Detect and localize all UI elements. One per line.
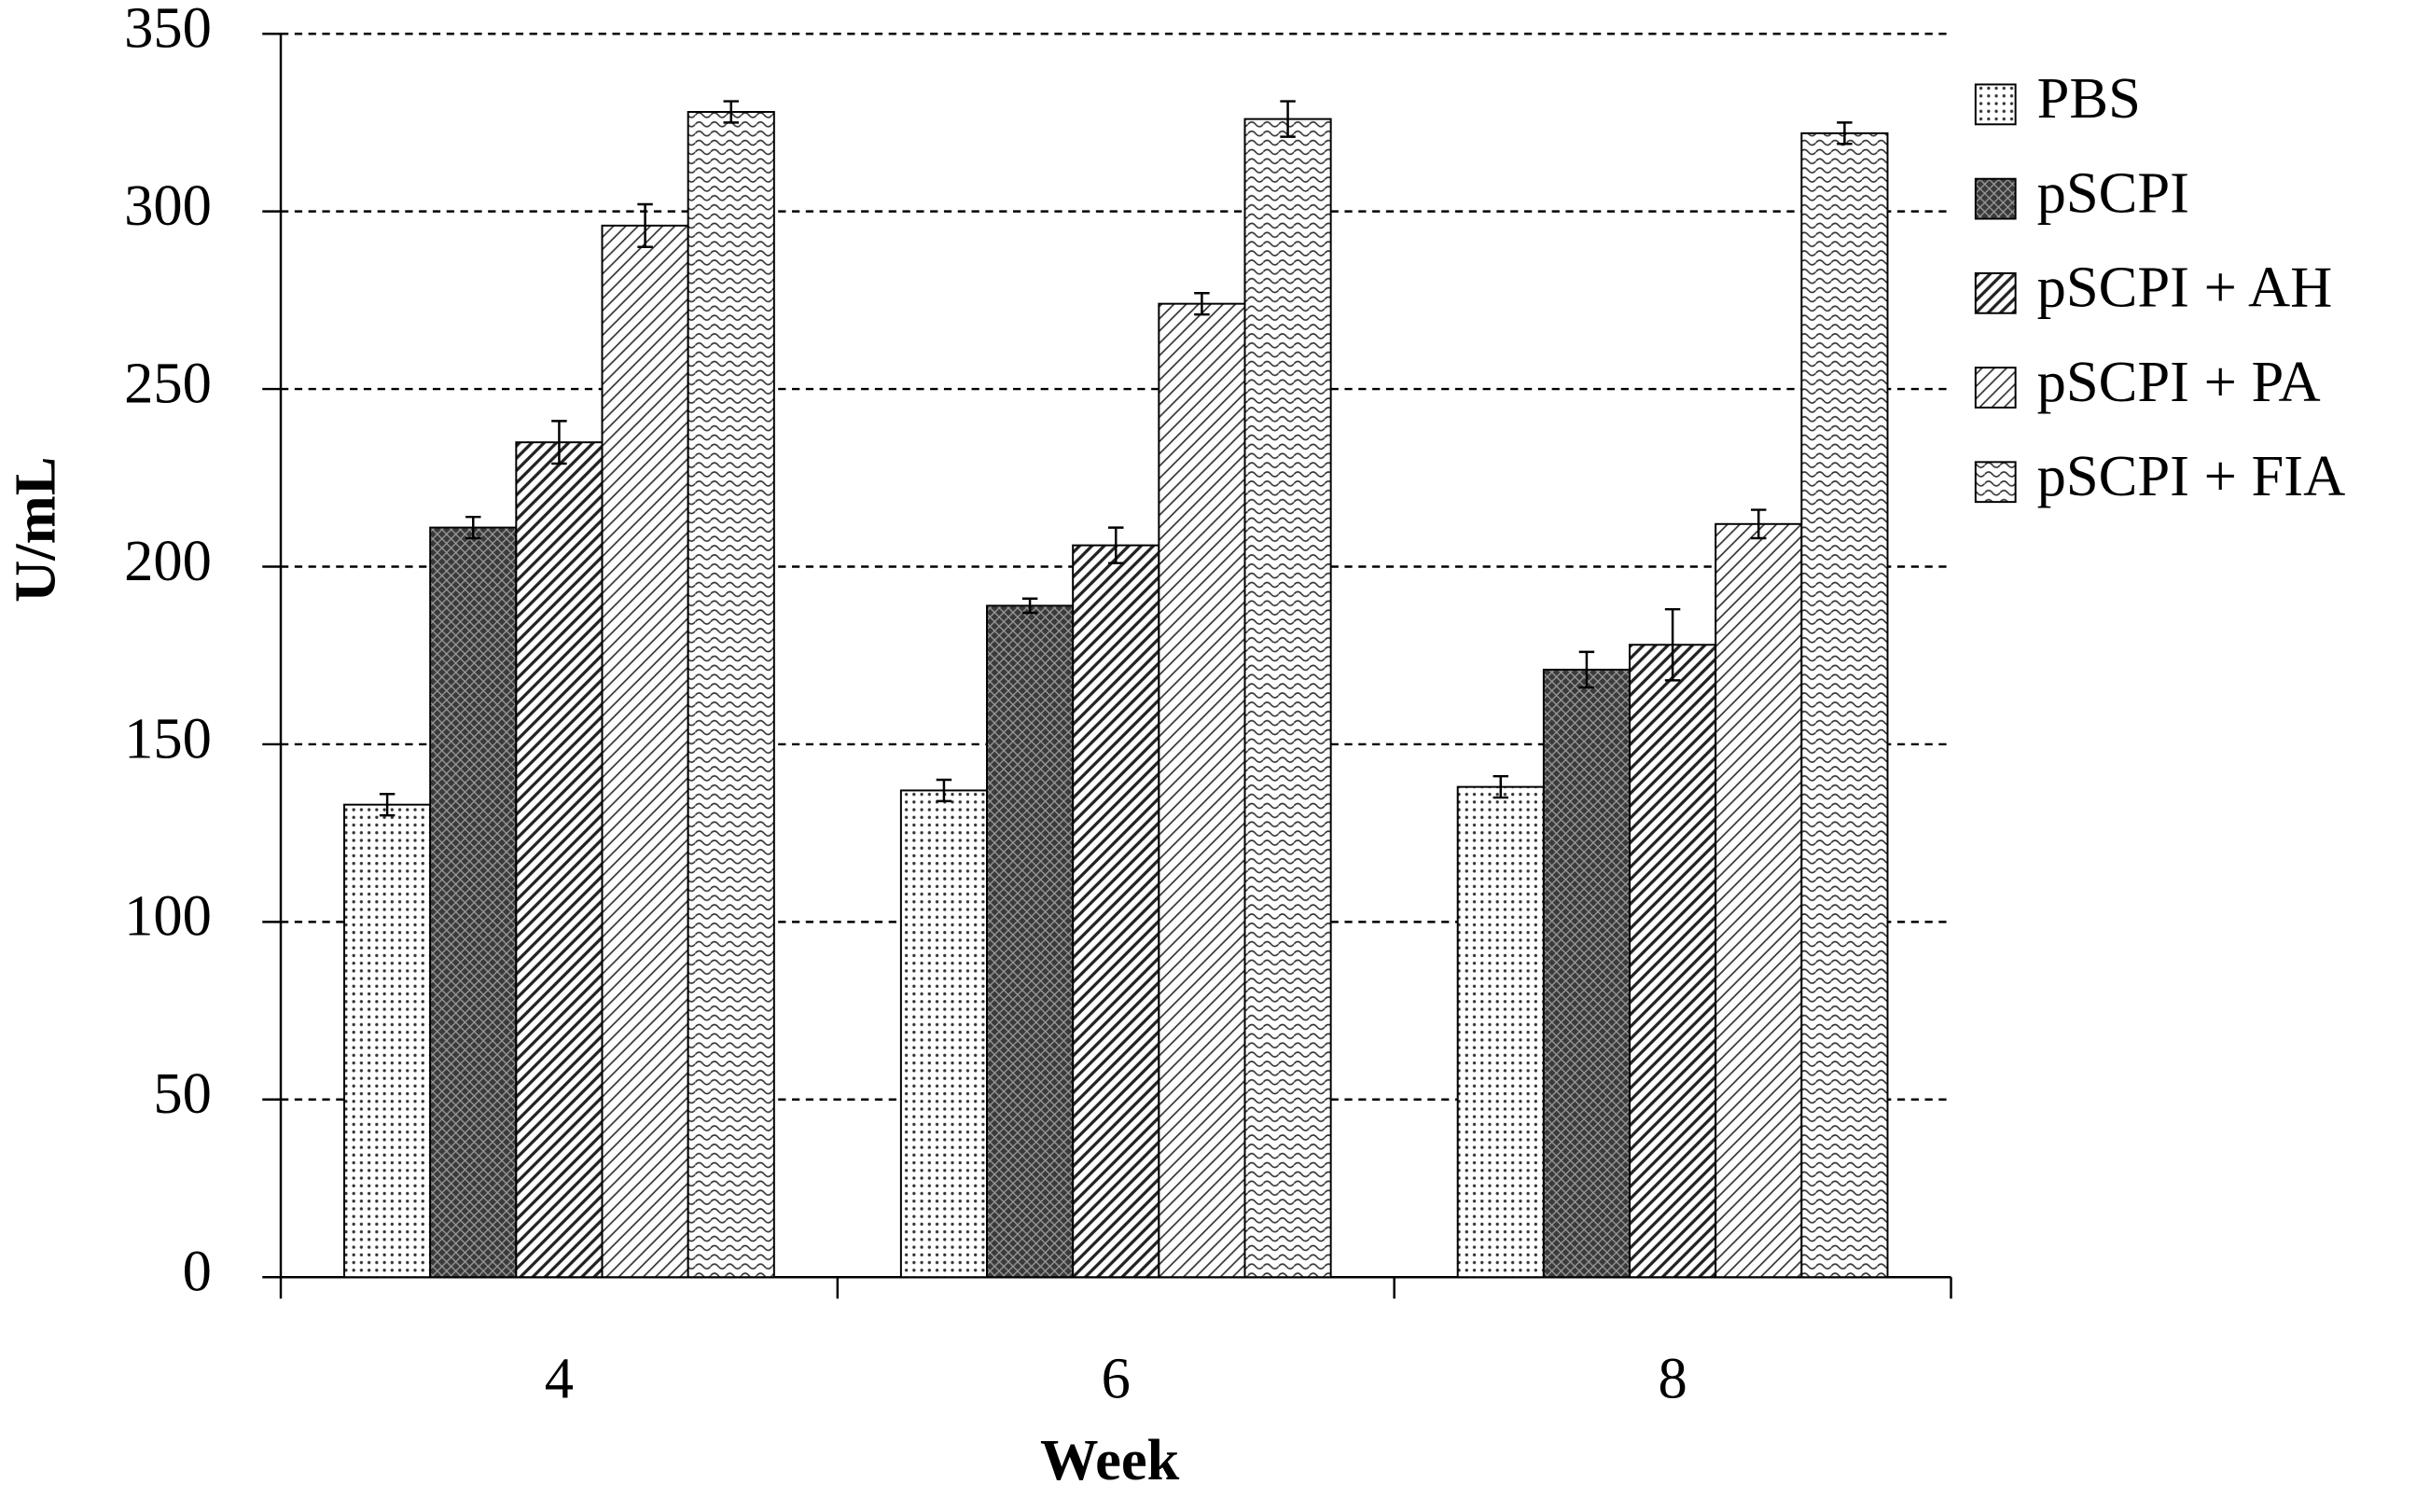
- y-tick-label: 50: [153, 1061, 212, 1126]
- legend-swatch: [1974, 177, 2017, 220]
- y-tick-label: 100: [124, 883, 212, 949]
- error-bar: [637, 202, 653, 248]
- bar: [429, 526, 518, 1279]
- bar: [343, 803, 432, 1279]
- error-bar: [465, 515, 481, 540]
- y-tick-label: 0: [183, 1239, 212, 1304]
- error-bar: [379, 793, 396, 817]
- legend-label: pSCPI + FIA: [2037, 443, 2346, 508]
- error-bar: [1194, 291, 1210, 316]
- legend-swatch: [1974, 83, 2017, 126]
- error-bar: [1837, 121, 1853, 146]
- y-axis-label: U/mL: [3, 457, 68, 603]
- y-tick-label: 200: [124, 528, 212, 593]
- legend-label: pSCPI + PA: [2037, 349, 2321, 414]
- bar: [1072, 544, 1160, 1279]
- x-tick-label: 8: [1658, 1346, 1687, 1411]
- bar: [1243, 118, 1332, 1279]
- error-bar: [936, 778, 952, 803]
- bar: [1542, 668, 1631, 1279]
- error-bar: [1664, 607, 1681, 682]
- bar: [1715, 522, 1803, 1279]
- x-tick-label: 4: [545, 1346, 574, 1411]
- error-bar: [1578, 650, 1595, 689]
- y-tick-label: 150: [124, 705, 212, 770]
- error-bar: [1751, 508, 1767, 540]
- legend-label: pSCPI: [2037, 160, 2189, 225]
- legend-swatch: [1974, 461, 2017, 504]
- bar: [1800, 132, 1889, 1279]
- bar: [899, 789, 989, 1279]
- bar: [986, 604, 1075, 1279]
- y-tick-label: 300: [124, 173, 212, 238]
- x-tick-label: 6: [1102, 1346, 1131, 1411]
- y-tick-label: 350: [124, 0, 212, 61]
- x-axis-label: Week: [1040, 1427, 1180, 1492]
- bar: [601, 224, 689, 1279]
- error-bar: [723, 100, 739, 124]
- error-bar: [551, 420, 567, 465]
- legend-label: PBS: [2037, 65, 2141, 131]
- error-bar: [1021, 597, 1038, 615]
- y-tick-label: 250: [124, 350, 212, 415]
- error-bar: [1108, 526, 1124, 564]
- bar: [1629, 644, 1717, 1279]
- legend-label: pSCPI + AH: [2037, 255, 2333, 320]
- bar: [1456, 785, 1545, 1279]
- error-bar: [1280, 100, 1296, 138]
- bar: [1158, 302, 1246, 1279]
- error-bar: [1493, 774, 1509, 799]
- bar: [687, 111, 775, 1279]
- legend-swatch: [1974, 367, 2017, 409]
- bar: [515, 441, 604, 1279]
- legend-swatch: [1974, 271, 2017, 314]
